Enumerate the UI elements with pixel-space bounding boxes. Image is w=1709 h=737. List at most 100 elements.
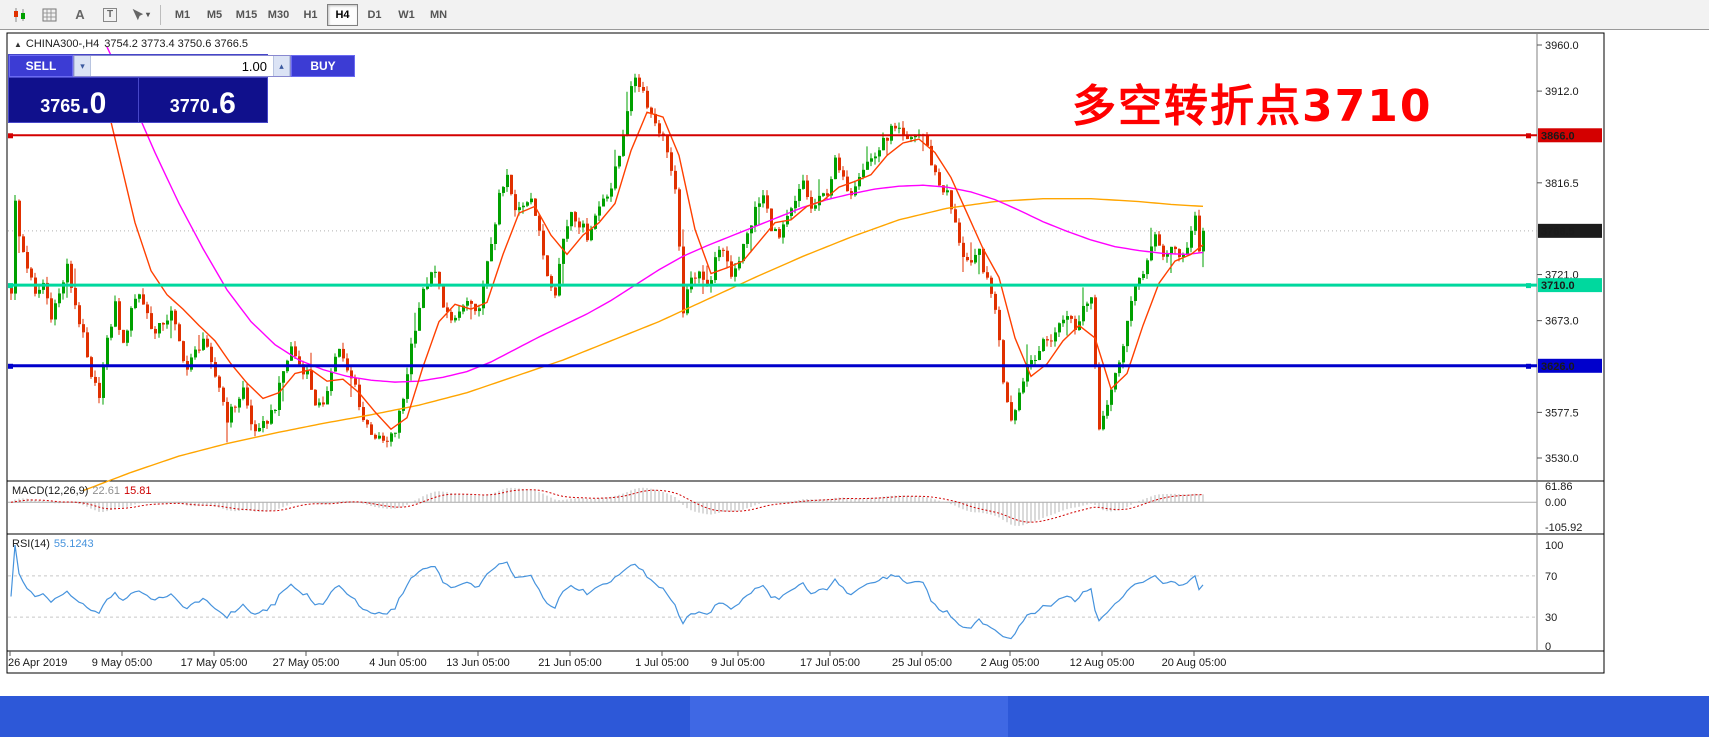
time-axis-label: 26 Apr 2019 (8, 657, 67, 669)
candlestick-series (10, 73, 1205, 448)
sell-price-main: 3765 (40, 96, 81, 116)
time-axis-label: 13 Jun 05:00 (446, 657, 510, 669)
dropdown-caret-icon: ▾ (145, 10, 150, 19)
profiles-grid-icon[interactable] (36, 3, 64, 27)
trade-prices-row: 3765.0 3770.6 (9, 77, 267, 122)
ma-mid-line (106, 46, 1204, 383)
template-icon[interactable]: T (96, 3, 124, 27)
time-axis-label: 21 Jun 05:00 (538, 657, 602, 669)
rsi-tick-label: 100 (1545, 540, 1563, 552)
time-axis-label: 4 Jun 05:00 (369, 657, 427, 669)
timeframe-group: M1 M5 M15 M30 H1 H4 D1 W1 MN (167, 3, 454, 26)
volume-increase-button[interactable]: ▴ (273, 56, 290, 76)
buy-price[interactable]: 3770.6 (137, 78, 268, 122)
symbol-name: CHINA300-,H4 (25, 38, 100, 50)
text-annotation-icon[interactable]: A (66, 3, 94, 27)
macd-tick-label: 61.86 (1545, 481, 1573, 493)
rsi-value: 55.1243 (53, 538, 94, 550)
time-axis-label: 25 Jul 05:00 (892, 657, 952, 669)
time-axis-label: 9 Jul 05:00 (711, 657, 765, 669)
current-price-tag (1538, 223, 1602, 238)
support-line-tag-label: 3626.0 (1541, 361, 1575, 373)
chart-text-annotation[interactable]: 多空转折点3710 (1072, 81, 1433, 132)
cursor-glyph (132, 8, 144, 20)
macd-histogram (14, 487, 1204, 526)
chart-ohlc-header: ▲ CHINA300-,H4 3754.2 3773.4 3750.6 3766.5 (14, 38, 248, 50)
timeframe-button-d1[interactable]: D1 (367, 8, 382, 21)
hline-handle[interactable] (1526, 363, 1531, 369)
rsi-tick-label: 30 (1545, 612, 1557, 624)
hline-handle[interactable] (8, 283, 13, 289)
buy-price-main: 3770 (169, 96, 210, 116)
hline-handle[interactable] (8, 363, 13, 369)
letter-t-glyph: T (102, 7, 118, 22)
time-axis-label: 2 Aug 05:00 (981, 657, 1040, 669)
volume-decrease-button[interactable]: ▾ (74, 56, 91, 76)
grid-glyph (42, 8, 57, 21)
ma-fast-line (102, 88, 1204, 431)
taskbar[interactable] (0, 696, 1709, 737)
time-axis-label: 9 May 05:00 (92, 657, 153, 669)
timeframe-button-h4[interactable]: H4 (327, 3, 358, 26)
time-axis-label: 12 Aug 05:00 (1070, 657, 1135, 669)
sell-button[interactable]: SELL (9, 55, 73, 77)
price-tick-label: 3816.5 (1545, 178, 1579, 190)
macd-main-value: 22.61 (92, 485, 120, 497)
time-axis-label: 27 May 05:00 (273, 657, 340, 669)
price-tick-label: 3577.5 (1545, 407, 1579, 419)
drawing-tools-icon[interactable]: ▾ (126, 3, 154, 27)
macd-signal-value: 15.81 (123, 485, 152, 497)
macd-tick-label: 0.00 (1545, 497, 1566, 509)
one-click-toggle-icon[interactable]: ▲ (14, 40, 22, 49)
volume-control: ▾ ▴ (73, 55, 291, 77)
rsi-tick-label: 0 (1545, 641, 1551, 653)
macd-name: MACD(12,26,9) (12, 485, 89, 497)
time-axis-label: 20 Aug 05:00 (1162, 657, 1227, 669)
one-click-trading-panel: SELL ▾ ▴ BUY 3765.0 3770.6 (8, 54, 355, 123)
candlestick-glyph (14, 7, 25, 22)
buy-button[interactable]: BUY (291, 55, 355, 77)
resistance-line-tag-label: 3866.0 (1541, 130, 1575, 142)
price-tick-label: 3530.0 (1545, 453, 1579, 465)
timeframe-button-m5[interactable]: M5 (206, 8, 223, 21)
timeframe-button-w1[interactable]: W1 (398, 8, 415, 21)
macd-tick-label: -105.92 (1545, 522, 1582, 534)
pivot-line-tag (1538, 278, 1602, 293)
rsi-line (10, 544, 1204, 640)
toolbar-separator (160, 4, 161, 25)
current-price-tag-label: 3766.5 (1541, 226, 1575, 238)
price-tick-label: 3673.0 (1545, 316, 1579, 328)
macd-signal-line (10, 489, 1204, 523)
volume-input[interactable] (91, 56, 273, 76)
price-tick-label: 3960.0 (1545, 40, 1579, 52)
trade-controls-row: SELL ▾ ▴ BUY (9, 55, 355, 77)
buy-price-frac: .6 (210, 87, 236, 120)
letter-a-glyph: A (75, 7, 85, 22)
macd-label: MACD(12,26,9) 22.61 15.81 (12, 485, 151, 497)
time-axis-label: 1 Jul 05:00 (635, 657, 689, 669)
price-tick-label: 3912.0 (1545, 86, 1579, 98)
sell-price-frac: .0 (81, 87, 107, 120)
timeframe-button-m15[interactable]: M15 (235, 8, 258, 21)
ma-slow-line (82, 197, 1204, 492)
pivot-line-tag-label: 3710.0 (1541, 280, 1575, 292)
chart-bars-icon[interactable] (6, 3, 34, 27)
timeframe-button-h1[interactable]: H1 (303, 8, 318, 21)
hline-handle[interactable] (8, 133, 13, 139)
hline-handle[interactable] (1526, 133, 1531, 139)
rsi-name: RSI(14) (12, 538, 50, 550)
rsi-tick-label: 70 (1545, 571, 1557, 583)
taskbar-segment[interactable] (690, 696, 1008, 737)
time-axis-label: 17 Jul 05:00 (800, 657, 860, 669)
ohlc-values: 3754.2 3773.4 3750.6 3766.5 (104, 38, 249, 50)
price-tick-label: 3721.0 (1545, 270, 1579, 282)
timeframe-button-m1[interactable]: M1 (174, 8, 191, 21)
toolbar: A T ▾ M1 M5 M15 M30 H1 H4 D1 W1 MN (0, 0, 1709, 30)
hline-handle[interactable] (1526, 283, 1531, 289)
timeframe-button-m30[interactable]: M30 (267, 8, 290, 21)
time-axis-label: 17 May 05:00 (181, 657, 248, 669)
sell-price[interactable]: 3765.0 (9, 78, 138, 122)
timeframe-button-mn[interactable]: MN (429, 8, 448, 21)
support-line-tag (1538, 358, 1602, 373)
